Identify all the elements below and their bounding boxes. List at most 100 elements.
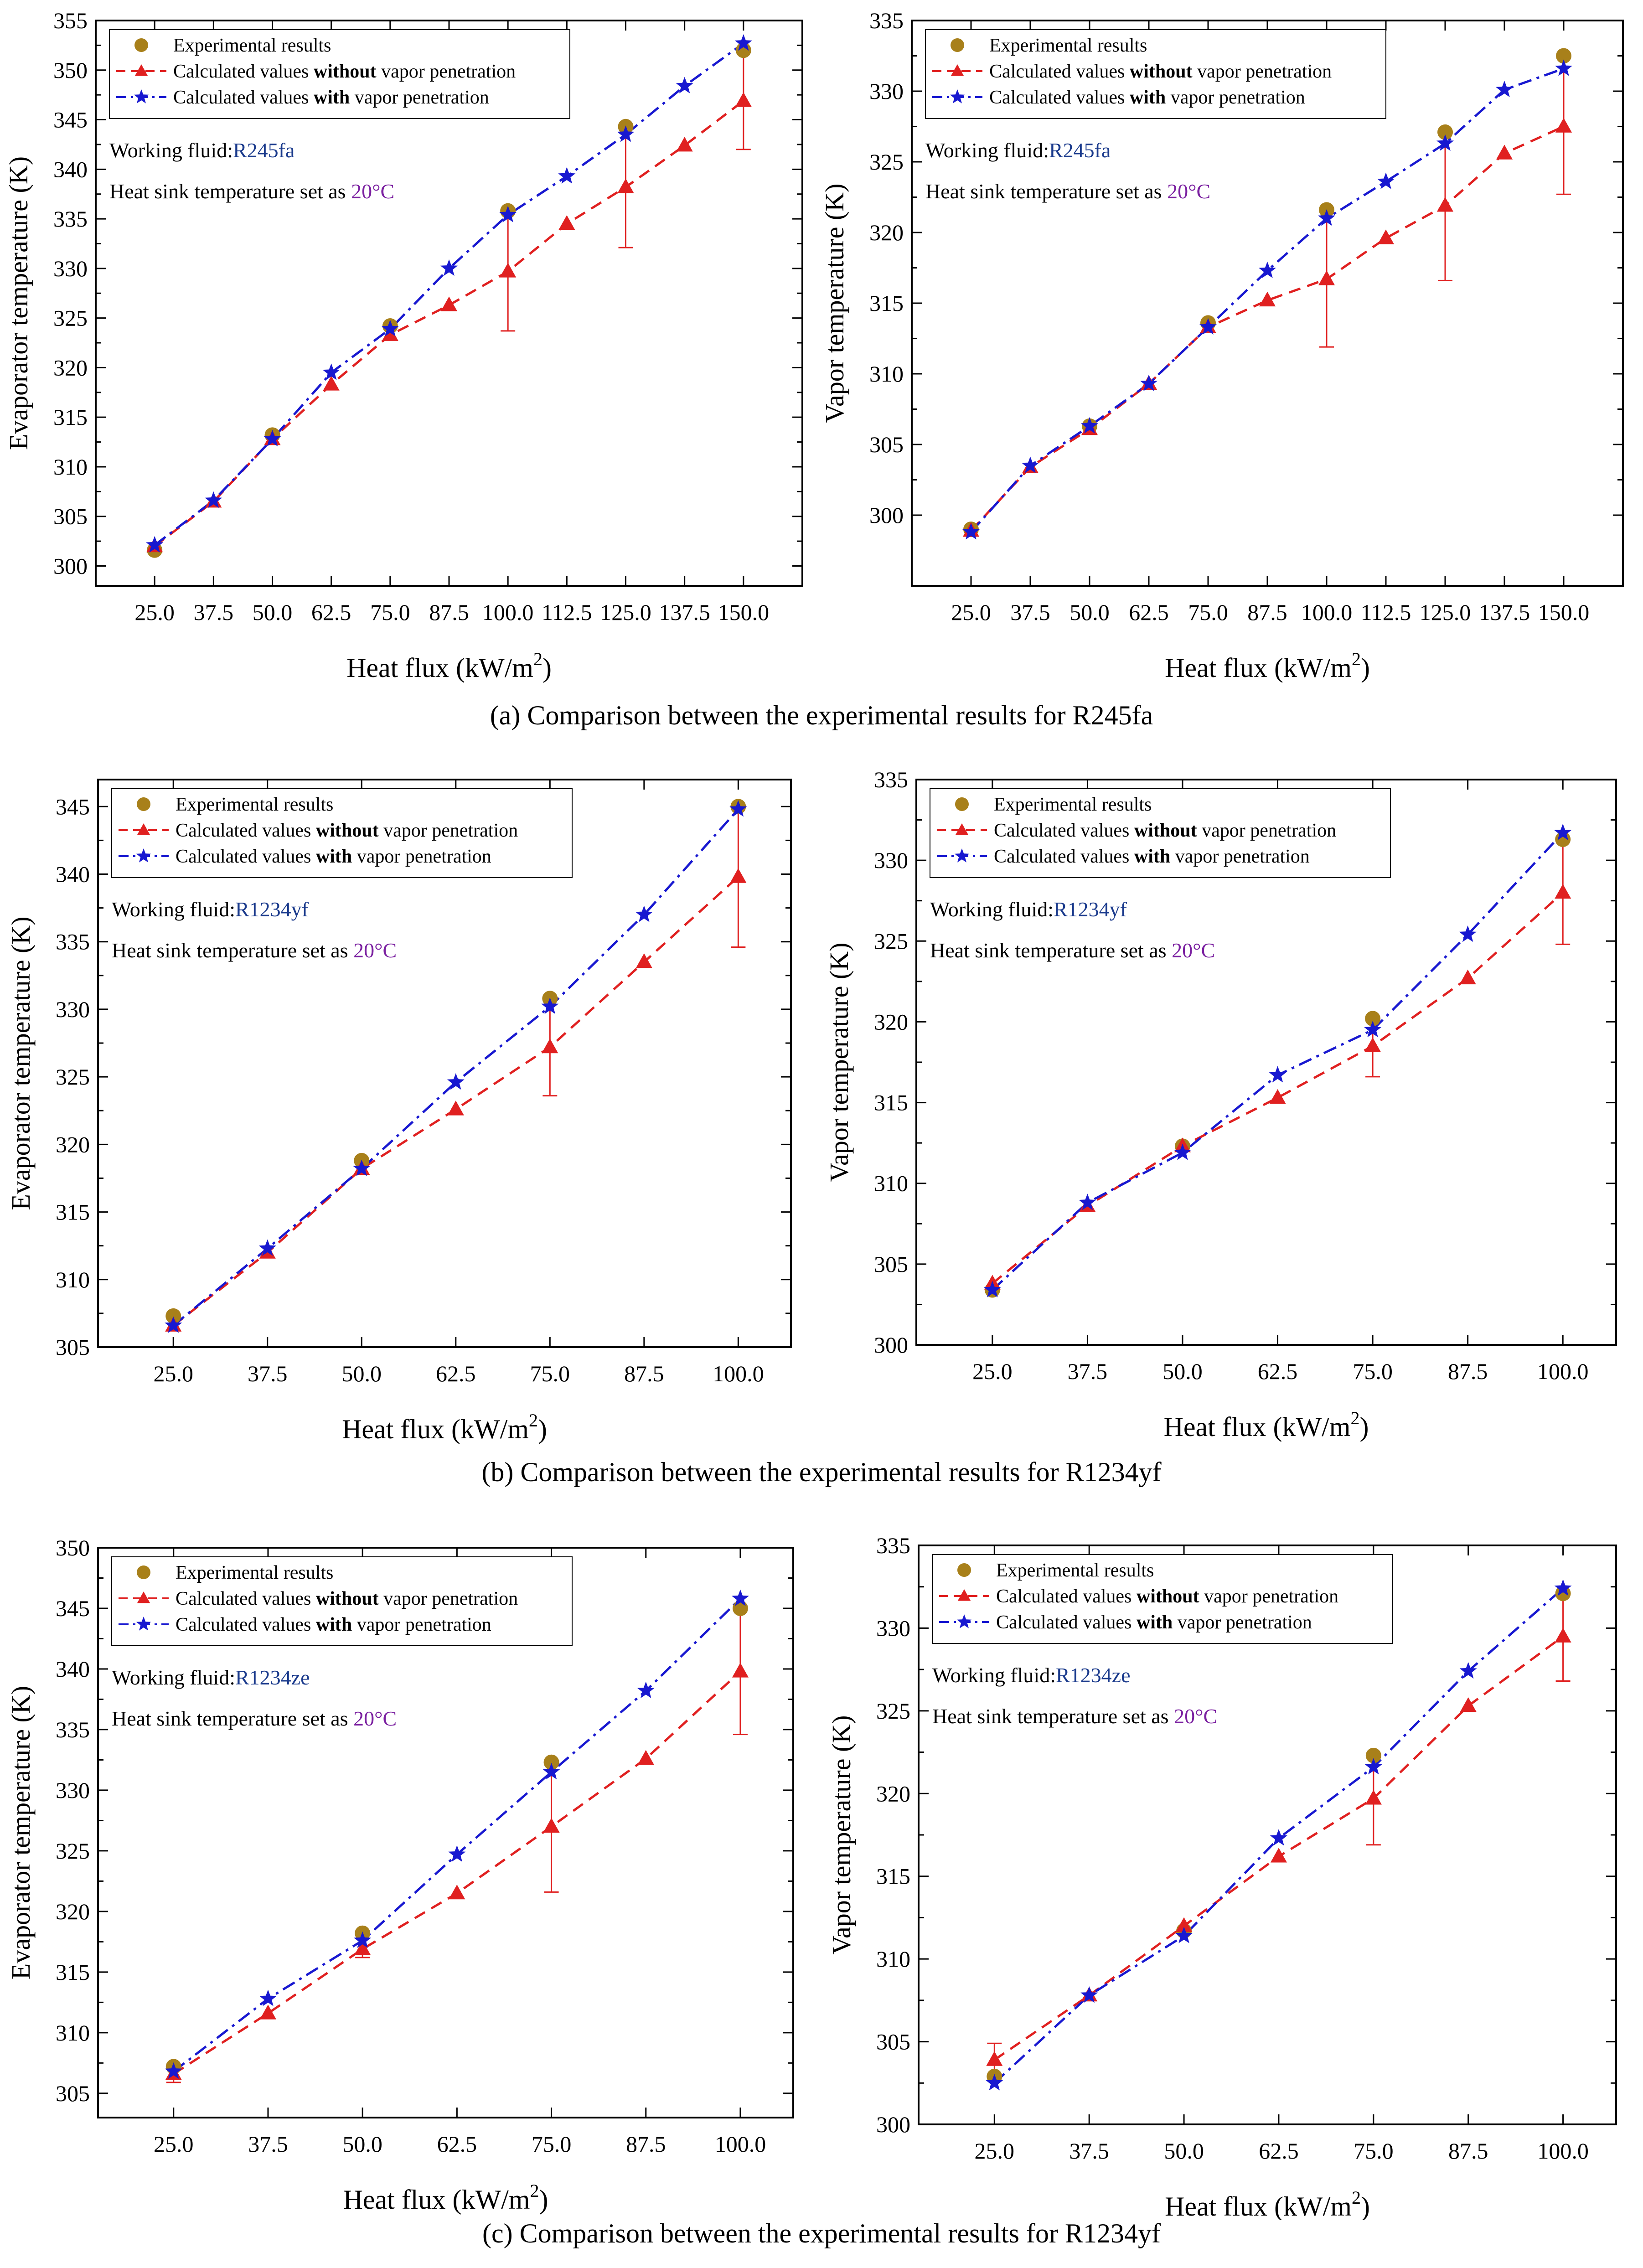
legend-without-pre: Calculated values (994, 820, 1134, 841)
y-tick-label: 300 (876, 2112, 910, 2137)
series-line-without (173, 1670, 741, 2075)
x-axis-label-sup: 2 (529, 1410, 538, 1431)
point-without (1377, 229, 1395, 244)
y-tick-label: 335 (874, 767, 908, 792)
y-axis-label: Vapor temperature (K) (824, 943, 854, 1182)
legend-marker-experimental (137, 1565, 150, 1579)
y-tick-label: 320 (53, 355, 88, 380)
x-axis-label-sup: 2 (1350, 1408, 1359, 1428)
y-tick-label: 330 (53, 256, 88, 281)
legend-box (111, 1556, 573, 1646)
y-axis-label: Vapor temperature (K) (821, 184, 849, 423)
x-tick-label: 112.5 (1361, 599, 1411, 625)
x-tick-label: 62.5 (1258, 1359, 1298, 1384)
series-line-with (154, 42, 744, 546)
y-tick-label: 305 (53, 504, 88, 529)
x-axis-label-sup: 2 (533, 649, 542, 669)
x-tick-label: 87.5 (626, 2131, 666, 2157)
point-without (440, 296, 458, 311)
point-without (1555, 118, 1572, 133)
legend-box (111, 788, 573, 878)
y-tick-label: 335 (56, 929, 90, 955)
point-without (637, 1750, 654, 1765)
x-tick-label: 75.0 (1354, 2138, 1394, 2164)
point-without (1459, 969, 1476, 985)
point-with (1364, 1758, 1382, 1775)
point-experimental (543, 1754, 559, 1770)
y-tick-label: 345 (56, 1596, 90, 1621)
y-tick-label: 315 (53, 404, 88, 430)
point-without (1364, 1037, 1381, 1052)
y-tick-label: 305 (56, 2081, 90, 2106)
annotation-fluid-name: R245fa (233, 139, 294, 162)
x-tick-label: 112.5 (542, 599, 592, 625)
x-axis-label-end: ) (1361, 653, 1370, 683)
y-tick-label: 335 (53, 206, 88, 232)
x-tick-label: 125.0 (1420, 599, 1471, 625)
y-tick-label: 345 (53, 107, 88, 133)
point-with (259, 1989, 277, 2006)
legend-marker-experimental (955, 797, 969, 811)
y-tick-label: 320 (56, 1131, 90, 1157)
x-tick-label: 62.5 (1129, 599, 1169, 625)
y-tick-label: 315 (876, 1864, 910, 1889)
point-with (322, 363, 340, 380)
point-without (1436, 197, 1454, 212)
point-with (1140, 374, 1157, 391)
x-tick-label: 62.5 (436, 1361, 476, 1386)
x-tick-label: 100.0 (482, 599, 534, 625)
legend-without-bold: without (1134, 820, 1197, 841)
point-with (1269, 1066, 1286, 1083)
x-axis-label-end: ) (539, 2185, 548, 2215)
legend-with-bold: with (314, 87, 350, 108)
point-with (1554, 1579, 1572, 1596)
legend-with-pre: Calculated values (994, 846, 1134, 867)
chart-r1234ze-evaporator: 305 310 315 320 325 330 335 340 345 350 25.0 37.5 50… (6, 1535, 794, 2215)
legend-marker-without (134, 64, 148, 76)
point-with (1555, 59, 1572, 76)
point-without (354, 1940, 371, 1955)
x-tick-label: 87.5 (429, 599, 469, 625)
point-without (1460, 1697, 1477, 1712)
annotation-sink-prefix: Heat sink temperature set as (932, 1705, 1174, 1728)
point-with (1436, 134, 1454, 151)
y-axis-label: Evaporator temperature (K) (6, 916, 36, 1210)
point-experimental (732, 1600, 748, 1616)
annotation-fluid-prefix: Working fluid: (932, 1664, 1056, 1687)
x-axis-label-main: Heat flux (kW/m (343, 2185, 530, 2215)
point-with (676, 77, 693, 93)
x-tick-label: 100.0 (1301, 599, 1353, 625)
legend-with-bold: with (316, 846, 352, 867)
legend-marker-without (137, 1591, 150, 1603)
legend-without-bold: without (1137, 1586, 1199, 1607)
point-without (1176, 1917, 1193, 1932)
y-tick-label: 330 (869, 78, 904, 104)
annotation-fluid-name: R1234yf (235, 898, 309, 921)
x-tick-label: 62.5 (311, 599, 351, 625)
annotation-sink-value: 20°C (353, 939, 397, 962)
legend-with-post: vapor penetration (350, 87, 489, 108)
y-tick-label: 300 (53, 553, 88, 579)
plot-frame (97, 1547, 794, 2118)
point-with (1081, 417, 1098, 434)
point-without (735, 92, 752, 107)
point-with (354, 1931, 372, 1948)
series-line-without (154, 100, 744, 547)
point-with (205, 491, 222, 508)
point-with (448, 1845, 466, 1862)
legend-without-pre: Calculated values (176, 1588, 316, 1609)
point-with (1270, 1829, 1287, 1846)
x-tick-label: 37.5 (1069, 2138, 1109, 2164)
annotation-sink-value: 20°C (1174, 1705, 1217, 1728)
x-tick-label: 137.5 (1479, 599, 1530, 625)
y-tick-label: 305 (869, 432, 904, 457)
y-tick-label: 325 (869, 149, 904, 175)
legend-with-post: vapor penetration (1166, 87, 1305, 108)
x-axis-label-main: Heat flux (kW/m (1164, 1412, 1351, 1442)
legend-marker-with (956, 1614, 972, 1628)
point-with (146, 536, 164, 553)
legend-with-pre: Calculated values (176, 846, 316, 867)
x-tick-label: 25.0 (951, 599, 991, 625)
y-tick-label: 335 (869, 8, 904, 33)
x-tick-label: 50.0 (1162, 1359, 1203, 1384)
